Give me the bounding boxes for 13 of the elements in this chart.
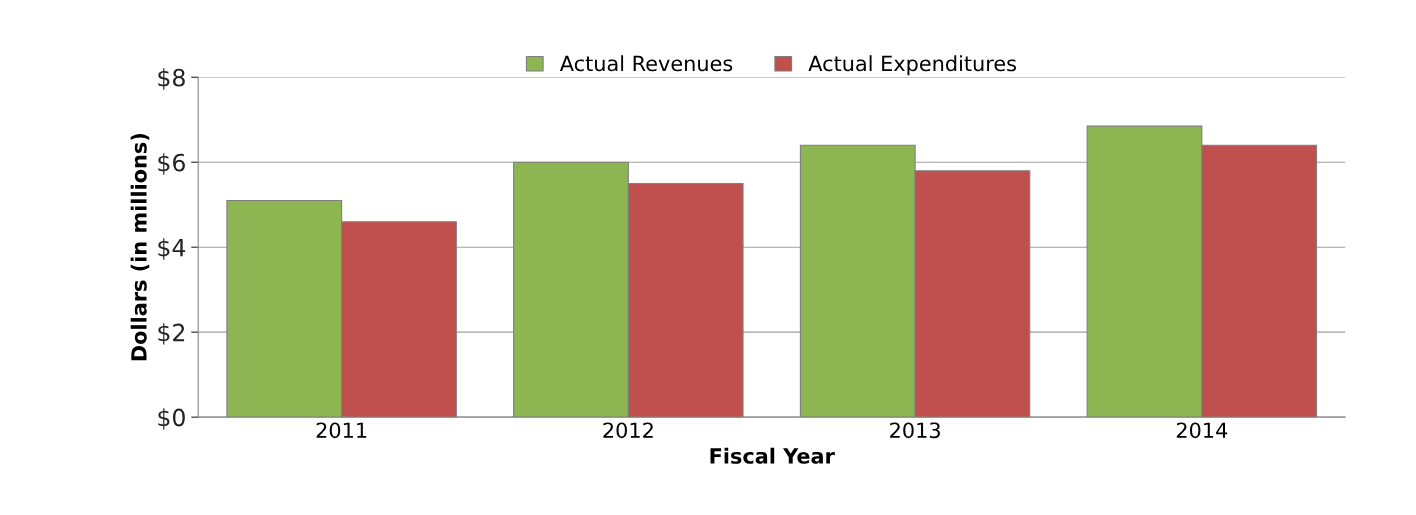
y-axis-title: Dollars (in millions) [130, 134, 150, 361]
x-axis-title: Fiscal Year [710, 447, 835, 464]
y-tick-label: $6 [158, 153, 185, 175]
y-tick-label: $2 [158, 323, 185, 345]
x-tick-label: 2014 [1176, 422, 1228, 439]
legend-label: Actual Expenditures [808, 55, 1016, 76]
x-tick-label: 2012 [603, 422, 653, 439]
x-tick-label: 2011 [316, 422, 367, 439]
y-tick-label: $0 [158, 408, 185, 430]
y-tick-label: $4 [158, 238, 186, 260]
y-tick-label: $8 [158, 68, 185, 90]
legend-label: Actual Revenues [559, 55, 733, 72]
x-tick-label: 2013 [890, 422, 940, 439]
